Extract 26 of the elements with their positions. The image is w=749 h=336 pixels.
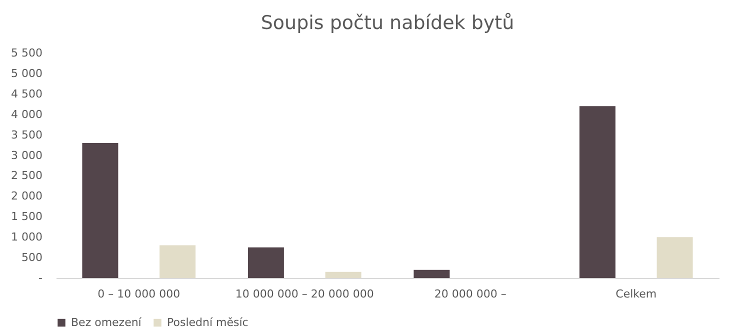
y-tick-label: 5 500 xyxy=(11,46,42,60)
x-tick-label: Celkem xyxy=(616,288,657,300)
legend-label: Poslední měsíc xyxy=(167,316,248,329)
legend-label: Bez omezení xyxy=(71,316,142,329)
y-tick-label: - xyxy=(38,272,43,284)
y-tick-label: 4 500 xyxy=(11,87,42,100)
chart-title: Soupis počtu nabídek bytů xyxy=(260,12,514,34)
y-tick-label: 3 000 xyxy=(11,148,42,162)
y-tick-label: 5 000 xyxy=(11,66,42,80)
bar xyxy=(325,272,362,278)
y-tick-label: 2 000 xyxy=(11,190,42,203)
bar xyxy=(248,247,284,278)
y-tick-label: 2 500 xyxy=(11,169,42,182)
x-tick-label: 10 000 000 – 20 000 000 xyxy=(235,288,374,300)
bar xyxy=(656,237,693,278)
bar xyxy=(579,106,616,278)
y-tick-label: 1 000 xyxy=(11,230,42,244)
y-tick-label: 1 500 xyxy=(11,210,42,224)
bar xyxy=(160,245,196,278)
bar xyxy=(82,143,118,278)
y-tick-label: 3 500 xyxy=(11,128,42,142)
y-tick-label: 500 xyxy=(22,251,42,264)
x-tick-label: 20 000 000 – xyxy=(434,288,506,300)
x-tick-label: 0 – 10 000 000 xyxy=(98,288,180,300)
y-tick-label: 4 000 xyxy=(11,108,42,121)
bar xyxy=(414,270,450,278)
